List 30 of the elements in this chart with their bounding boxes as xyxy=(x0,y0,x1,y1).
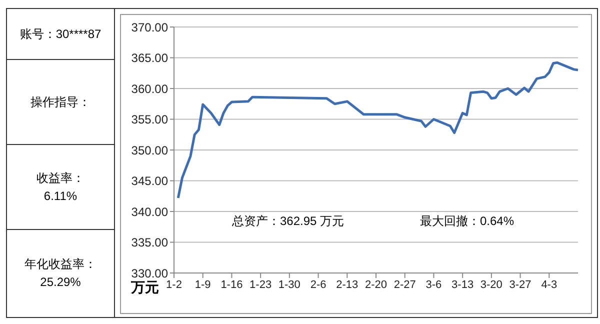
x-tick-label: 3-13 xyxy=(452,278,474,291)
y-tick-label: 340.00 xyxy=(131,204,168,219)
y-tick-label: 355.00 xyxy=(131,112,168,127)
text: 收益率： 6.11% xyxy=(36,170,84,205)
annotation: 总资产：362.95 万元 xyxy=(232,213,344,230)
y-axis-title: 万元 xyxy=(131,279,159,297)
x-tick-label: 2-20 xyxy=(364,278,388,291)
annotation: 最大回撤：0.64% xyxy=(420,213,514,230)
y-tick-label: 330.00 xyxy=(131,266,168,280)
y-tick-label: 335.00 xyxy=(131,236,168,250)
text: 年化收益率： 25.29% xyxy=(24,256,96,291)
text: 操作指导： xyxy=(30,94,90,111)
x-tick-label: 1-9 xyxy=(194,278,211,291)
y-tick-label: 350.00 xyxy=(131,143,168,158)
x-tick-label: 1-2 xyxy=(166,278,182,291)
text: 账号：30****87 xyxy=(20,26,102,42)
x-tick-label: 4-3 xyxy=(541,278,558,291)
x-tick-label: 3-20 xyxy=(480,278,502,291)
x-tick-label: 2-27 xyxy=(394,278,416,291)
x-tick-label: 2-13 xyxy=(336,278,358,291)
x-tick-label: 3-27 xyxy=(509,278,532,291)
x-tick-label: 2-6 xyxy=(310,278,326,291)
x-tick-label: 1-30 xyxy=(278,278,300,291)
y-tick-label: 365.00 xyxy=(131,51,168,66)
y-tick-label: 345.00 xyxy=(131,174,168,188)
x-tick-label: 3-6 xyxy=(426,278,442,291)
y-tick-label: 370.00 xyxy=(131,20,168,34)
y-tick-label: 360.00 xyxy=(131,82,168,96)
x-tick-label: 1-16 xyxy=(220,278,243,291)
x-tick-label: 1-23 xyxy=(250,278,272,291)
